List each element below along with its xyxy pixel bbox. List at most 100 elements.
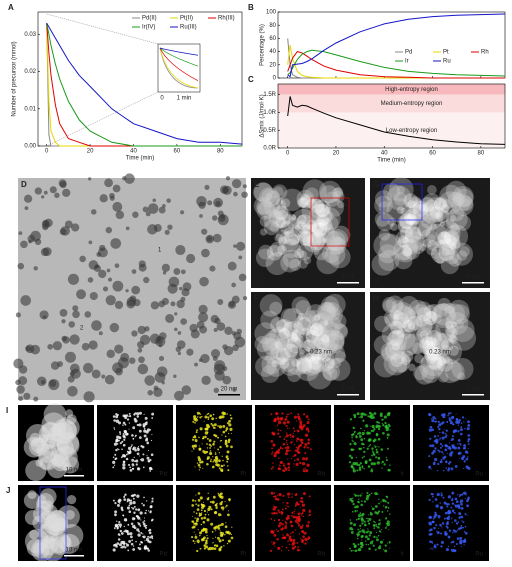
texture	[33, 396, 39, 402]
texture	[437, 358, 462, 384]
texture	[451, 517, 453, 520]
texture	[437, 297, 451, 311]
texture	[196, 411, 200, 415]
texture	[364, 413, 367, 416]
texture	[382, 500, 385, 503]
texture	[331, 313, 347, 329]
texture	[119, 431, 121, 434]
texture	[374, 511, 377, 514]
panel-letter: F	[254, 294, 259, 303]
texture	[349, 547, 351, 550]
texture	[438, 517, 440, 519]
texture	[291, 358, 300, 367]
texture	[387, 507, 390, 509]
texture	[231, 526, 233, 528]
texture	[214, 317, 221, 325]
y-tick-label: 0	[273, 76, 277, 82]
texture	[384, 526, 387, 529]
texture	[353, 544, 357, 548]
texture	[227, 440, 231, 444]
texture	[423, 342, 441, 360]
texture	[373, 232, 399, 259]
texture	[209, 451, 213, 456]
panel-letter: A	[8, 3, 14, 12]
texture	[272, 432, 275, 435]
texture	[412, 316, 433, 337]
texture	[198, 358, 203, 362]
texture	[297, 512, 301, 516]
texture	[217, 425, 220, 427]
texture	[315, 203, 330, 218]
texture	[417, 223, 431, 237]
texture	[220, 464, 224, 468]
texture	[199, 534, 201, 537]
texture	[227, 539, 231, 543]
texture	[362, 443, 365, 446]
texture	[401, 315, 410, 323]
texture	[404, 213, 416, 225]
texture	[120, 532, 124, 535]
texture	[449, 449, 451, 451]
texture	[381, 467, 383, 469]
texture	[284, 507, 287, 510]
texture	[450, 223, 459, 232]
texture	[126, 418, 130, 421]
texture	[275, 411, 279, 416]
scale-bar	[462, 282, 484, 284]
texture	[177, 331, 182, 335]
texture	[373, 520, 375, 523]
texture	[296, 316, 312, 332]
texture	[463, 467, 465, 470]
texture	[206, 447, 209, 449]
texture	[429, 356, 443, 371]
texture	[212, 456, 214, 458]
texture	[201, 443, 203, 445]
texture	[310, 322, 325, 337]
texture	[287, 331, 304, 348]
texture	[210, 508, 213, 511]
series-line	[46, 23, 242, 147]
texture	[122, 514, 125, 517]
region-label: High-entropy region	[385, 87, 438, 93]
texture	[115, 419, 120, 423]
texture	[448, 334, 457, 343]
texture	[375, 456, 378, 459]
texture	[124, 173, 135, 184]
texture	[204, 528, 207, 530]
texture	[309, 347, 335, 373]
texture	[205, 539, 208, 542]
texture	[321, 296, 340, 315]
texture	[371, 540, 374, 543]
texture	[68, 321, 76, 328]
texture	[203, 420, 205, 422]
texture	[238, 273, 247, 282]
texture	[286, 505, 288, 507]
texture	[357, 543, 360, 546]
texture	[361, 539, 363, 541]
texture	[445, 218, 456, 229]
texture	[464, 447, 467, 450]
texture	[417, 306, 432, 322]
texture	[293, 315, 313, 335]
texture	[382, 296, 397, 312]
texture	[326, 331, 345, 350]
texture	[116, 520, 118, 522]
texture	[271, 512, 274, 515]
texture	[213, 547, 217, 550]
texture	[287, 466, 291, 469]
texture	[281, 235, 290, 245]
texture	[365, 497, 369, 501]
texture	[302, 469, 306, 473]
texture	[374, 190, 393, 208]
texture	[200, 517, 204, 520]
texture	[128, 540, 132, 543]
texture	[288, 213, 297, 222]
texture	[217, 448, 220, 451]
texture	[313, 333, 330, 350]
texture	[122, 466, 126, 470]
texture	[352, 549, 354, 552]
texture	[445, 444, 448, 447]
texture	[222, 459, 224, 462]
texture	[227, 300, 237, 309]
texture	[202, 537, 205, 541]
